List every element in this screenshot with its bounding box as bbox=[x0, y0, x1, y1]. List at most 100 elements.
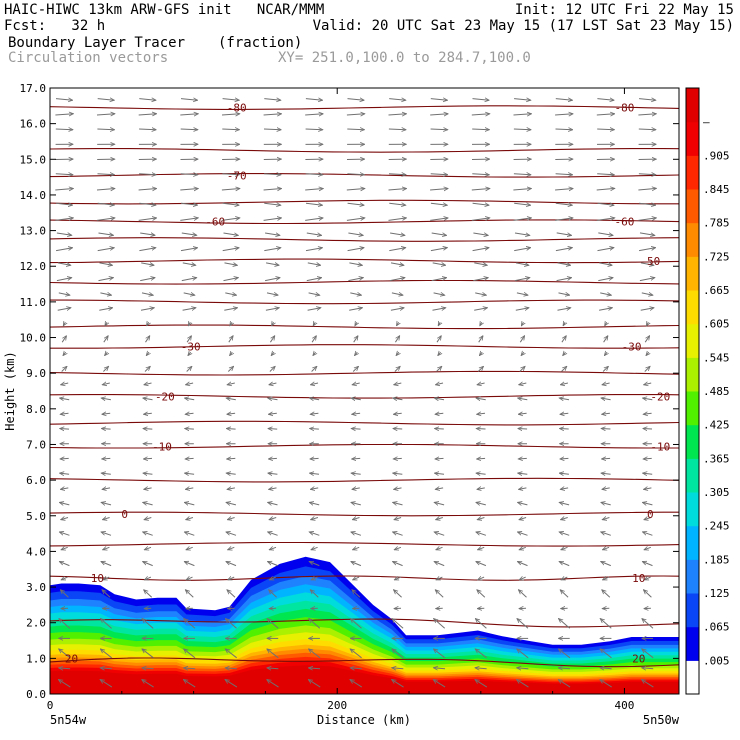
circulation-vector bbox=[475, 649, 487, 659]
circulation-vector bbox=[560, 590, 569, 598]
circulation-vector bbox=[644, 547, 651, 550]
circulation-vector bbox=[477, 590, 486, 598]
circulation-vector bbox=[602, 413, 610, 414]
circulation-vector bbox=[96, 218, 115, 221]
colorbar-label: .305 bbox=[703, 486, 730, 499]
circulation-vector bbox=[264, 203, 281, 205]
circulation-vector bbox=[436, 366, 442, 372]
circulation-vector bbox=[561, 336, 566, 343]
circulation-vector bbox=[642, 668, 654, 669]
colorbar-swatch bbox=[686, 492, 699, 527]
circulation-vector bbox=[518, 590, 527, 598]
circulation-vector bbox=[144, 577, 152, 581]
circulation-vector bbox=[269, 488, 277, 490]
colorbar-swatch bbox=[686, 88, 699, 123]
circulation-vector bbox=[61, 518, 69, 520]
circulation-vector bbox=[477, 518, 485, 520]
circulation-vector bbox=[310, 413, 319, 414]
circulation-vector bbox=[184, 668, 196, 669]
circulation-vector bbox=[184, 619, 196, 629]
circulation-vector bbox=[479, 352, 482, 355]
circulation-vector bbox=[555, 189, 573, 191]
circulation-vector bbox=[180, 174, 198, 175]
circulation-vector bbox=[639, 248, 656, 252]
circulation-vector bbox=[393, 458, 402, 459]
circulation-vector bbox=[557, 308, 571, 311]
circulation-vector bbox=[394, 366, 400, 372]
contour-line bbox=[50, 394, 679, 399]
circulation-vector bbox=[430, 114, 448, 115]
circulation-vector bbox=[309, 398, 320, 400]
circulation-vector bbox=[346, 114, 365, 115]
circulation-vector bbox=[521, 322, 523, 326]
circulation-vector bbox=[263, 114, 282, 115]
circulation-vector bbox=[476, 532, 487, 536]
circulation-vector bbox=[227, 590, 236, 598]
circulation-vector bbox=[644, 488, 652, 490]
circulation-vector bbox=[559, 502, 570, 505]
circulation-vector bbox=[596, 218, 615, 221]
y-tick-label: 8.0 bbox=[26, 403, 46, 416]
circulation-vector bbox=[226, 473, 236, 474]
circulation-vector bbox=[222, 99, 240, 101]
y-tick-label: 2.0 bbox=[26, 617, 46, 630]
circulation-vector bbox=[347, 174, 364, 175]
circulation-vector bbox=[642, 649, 654, 659]
circulation-vector bbox=[228, 336, 233, 343]
contour-label: -10 bbox=[650, 440, 670, 453]
circulation-vector bbox=[139, 203, 156, 205]
circulation-vector bbox=[188, 322, 190, 326]
circulation-vector bbox=[311, 366, 317, 372]
circulation-vector bbox=[602, 366, 608, 372]
circulation-vector bbox=[475, 619, 487, 629]
circulation-vector bbox=[63, 322, 65, 326]
colorbar-label: .245 bbox=[703, 520, 730, 533]
circulation-vector bbox=[271, 352, 274, 355]
xy-label: XY= 251.0,100.0 to 284.7,100.0 bbox=[278, 50, 531, 66]
contour-label: 10 bbox=[91, 572, 104, 585]
circulation-vector bbox=[56, 278, 72, 282]
contour-label: -80 bbox=[227, 102, 247, 115]
circulation-vector bbox=[646, 352, 649, 355]
circulation-vector bbox=[638, 218, 656, 221]
circulation-vector bbox=[265, 278, 280, 282]
contour-label: -30 bbox=[622, 340, 642, 353]
colorbar-label: .185 bbox=[703, 553, 730, 566]
circulation-vector bbox=[430, 218, 448, 221]
circulation-vector bbox=[98, 233, 114, 235]
header-valid-line: Valid: 20 UTC Sat 23 May 15 (17 LST Sat … bbox=[312, 18, 734, 34]
circulation-vector bbox=[180, 248, 198, 252]
circulation-vector bbox=[640, 308, 654, 311]
circulation-vector bbox=[223, 278, 239, 282]
circulation-vector bbox=[60, 590, 69, 598]
circulation-vector bbox=[435, 413, 444, 414]
circulation-vector bbox=[555, 129, 573, 130]
circulation-vector bbox=[268, 458, 277, 459]
circulation-vector bbox=[138, 114, 157, 115]
circulation-vector bbox=[519, 577, 526, 581]
circulation-vector bbox=[102, 458, 111, 459]
circulation-vector bbox=[61, 366, 67, 372]
circulation-vector bbox=[100, 619, 112, 629]
circulation-vector bbox=[480, 322, 482, 326]
circulation-vector bbox=[644, 336, 649, 343]
circulation-vector bbox=[140, 233, 155, 235]
circulation-vector bbox=[313, 352, 316, 355]
circulation-vector bbox=[221, 114, 240, 115]
circulation-vector bbox=[603, 577, 610, 581]
circulation-vector bbox=[430, 248, 448, 252]
circulation-vector bbox=[644, 366, 650, 372]
circulation-vector bbox=[313, 322, 315, 326]
circulation-vector bbox=[563, 352, 566, 355]
circulation-vector bbox=[390, 308, 404, 311]
contour-line bbox=[50, 299, 679, 305]
y-tick-label: 3.0 bbox=[26, 581, 46, 594]
y-tick-label: 7.0 bbox=[26, 438, 46, 451]
y-tick-label: 13.0 bbox=[20, 225, 47, 238]
circulation-vector bbox=[350, 668, 362, 669]
circulation-vector bbox=[642, 562, 653, 567]
circulation-vector bbox=[58, 293, 70, 295]
circulation-vector bbox=[268, 532, 278, 536]
circulation-vector bbox=[559, 619, 571, 629]
circulation-vector bbox=[140, 308, 154, 311]
